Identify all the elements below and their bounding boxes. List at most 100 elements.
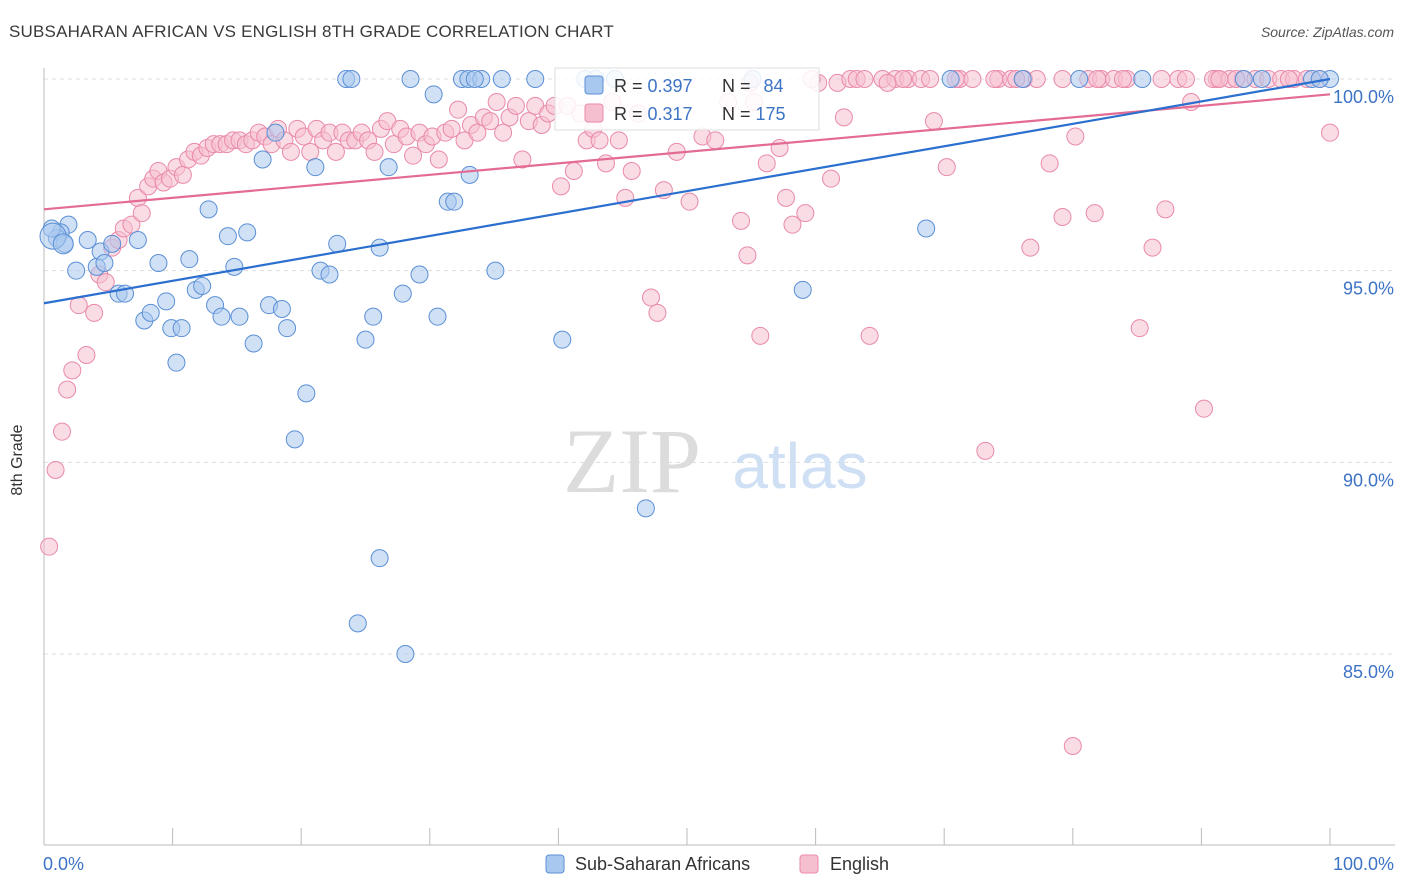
subsaharan-point-56 <box>445 192 464 211</box>
english-point-112 <box>822 169 841 188</box>
english-point-159 <box>855 70 874 88</box>
subsaharan-point-39 <box>320 265 339 284</box>
english-point-9 <box>96 273 115 292</box>
subsaharan-point-66 <box>636 499 655 518</box>
svg-text:N = 175: N = 175 <box>722 104 786 124</box>
subsaharan-point-45 <box>364 307 383 326</box>
trend-lines <box>43 77 1331 305</box>
english-point-70 <box>481 112 500 131</box>
english-point-64 <box>442 119 461 138</box>
subsaharan-point-47 <box>370 238 389 257</box>
legend-r-label-blue: R = <box>614 76 648 96</box>
watermark-atlas: atlas <box>732 430 867 502</box>
english-point-100 <box>706 131 725 150</box>
english-point-158 <box>985 70 1004 88</box>
english-point-122 <box>924 112 943 131</box>
subsaharan-point-54 <box>428 307 447 326</box>
subsaharan-point-35 <box>285 430 304 449</box>
english-point-92 <box>622 162 641 180</box>
english-point-52 <box>365 142 384 161</box>
subsaharan-point-4 <box>78 231 97 249</box>
english-point-145 <box>1194 399 1213 418</box>
subsaharan-point-46 <box>370 549 389 568</box>
legend-n-value-blue: 84 <box>764 76 784 96</box>
english-point-125 <box>963 70 982 88</box>
subsaharan-point-7 <box>95 254 114 272</box>
bottom-legend-label-pink: English <box>830 854 889 874</box>
english-point-2 <box>53 422 72 441</box>
english-point-1 <box>46 461 65 479</box>
english-point-106 <box>757 154 776 173</box>
english-point-95 <box>648 303 667 322</box>
subsaharan-point-72 <box>1133 70 1152 88</box>
subsaharan-point-49 <box>393 284 412 303</box>
subsaharan-point-22 <box>199 200 218 219</box>
svg-text:R = 0.317: R = 0.317 <box>614 104 693 124</box>
watermark: ZIP atlas <box>563 410 868 512</box>
subsaharan-point-33 <box>272 300 291 318</box>
subsaharan-point-15 <box>157 292 176 311</box>
english-point-6 <box>77 346 96 364</box>
bottom-legend-swatch-blue <box>545 854 565 874</box>
subsaharan-point-21 <box>193 277 212 295</box>
svg-text:N = 84: N = 84 <box>722 76 784 96</box>
english-point-39 <box>281 142 300 161</box>
english-point-164 <box>1176 70 1195 88</box>
english-point-68 <box>468 123 487 142</box>
subsaharan-point-48 <box>379 158 398 177</box>
subsaharan-point-53 <box>424 85 443 104</box>
english-point-173 <box>1210 70 1229 88</box>
english-point-157 <box>1152 70 1171 88</box>
series-legend: Sub-Saharan Africans English <box>545 854 889 874</box>
subsaharan-large-point-1 <box>52 233 74 255</box>
subsaharan-point-24 <box>212 307 231 326</box>
subsaharan-point-3 <box>67 261 86 280</box>
legend-r-value-pink: 0.317 <box>648 104 693 124</box>
subsaharan-point-8 <box>103 234 122 253</box>
english-point-155 <box>1321 123 1339 142</box>
english-point-165 <box>921 70 940 88</box>
subsaharan-point-50 <box>396 645 415 663</box>
english-point-22 <box>173 165 192 184</box>
english-point-13 <box>122 215 141 234</box>
english-point-133 <box>1053 208 1072 226</box>
y-tick-label-0: 100.0% <box>1333 87 1394 107</box>
subsaharan-point-18 <box>172 319 191 338</box>
legend-r-value-blue: 0.397 <box>648 76 693 96</box>
english-point-105 <box>751 326 770 345</box>
subsaharan-point-36 <box>297 384 316 403</box>
sub-saharan-points <box>39 70 1339 663</box>
subsaharan-point-44 <box>356 330 375 349</box>
subsaharan-point-11 <box>128 231 147 249</box>
english-point-46 <box>326 142 345 161</box>
subsaharan-point-26 <box>225 257 244 276</box>
bottom-legend-label-blue: Sub-Saharan Africans <box>575 854 750 874</box>
svg-text:R = 0.397: R = 0.397 <box>614 76 693 96</box>
subsaharan-point-32 <box>266 123 285 142</box>
subsaharan-point-59 <box>460 165 479 184</box>
subsaharan-point-83 <box>465 70 484 88</box>
english-point-98 <box>680 192 699 211</box>
subsaharan-point-42 <box>342 70 361 88</box>
subsaharan-point-27 <box>230 307 249 326</box>
english-point-58 <box>404 146 423 165</box>
watermark-zip: ZIP <box>563 410 701 512</box>
subsaharan-point-73 <box>1234 70 1253 88</box>
english-point-141 <box>1143 238 1162 257</box>
subsaharan-point-51 <box>401 70 420 88</box>
english-point-170 <box>1279 70 1298 88</box>
subsaharan-point-14 <box>149 254 168 272</box>
subsaharan-point-28 <box>238 223 257 242</box>
subsaharan-point-71 <box>1070 70 1089 88</box>
stats-legend: R = 0.397 N = 84 R = 0.317 N = 175 <box>554 67 820 131</box>
subsaharan-point-19 <box>180 250 199 269</box>
english-point-132 <box>1040 154 1059 173</box>
english-point-142 <box>1156 200 1175 219</box>
subsaharan-point-40 <box>328 234 347 253</box>
english-point-126 <box>976 441 995 460</box>
subsaharan-point-37 <box>306 158 325 177</box>
x-tick-label-min: 0.0% <box>43 854 84 874</box>
subsaharan-point-64 <box>553 330 572 349</box>
english-point-108 <box>777 188 796 207</box>
subsaharan-point-62 <box>492 70 511 88</box>
